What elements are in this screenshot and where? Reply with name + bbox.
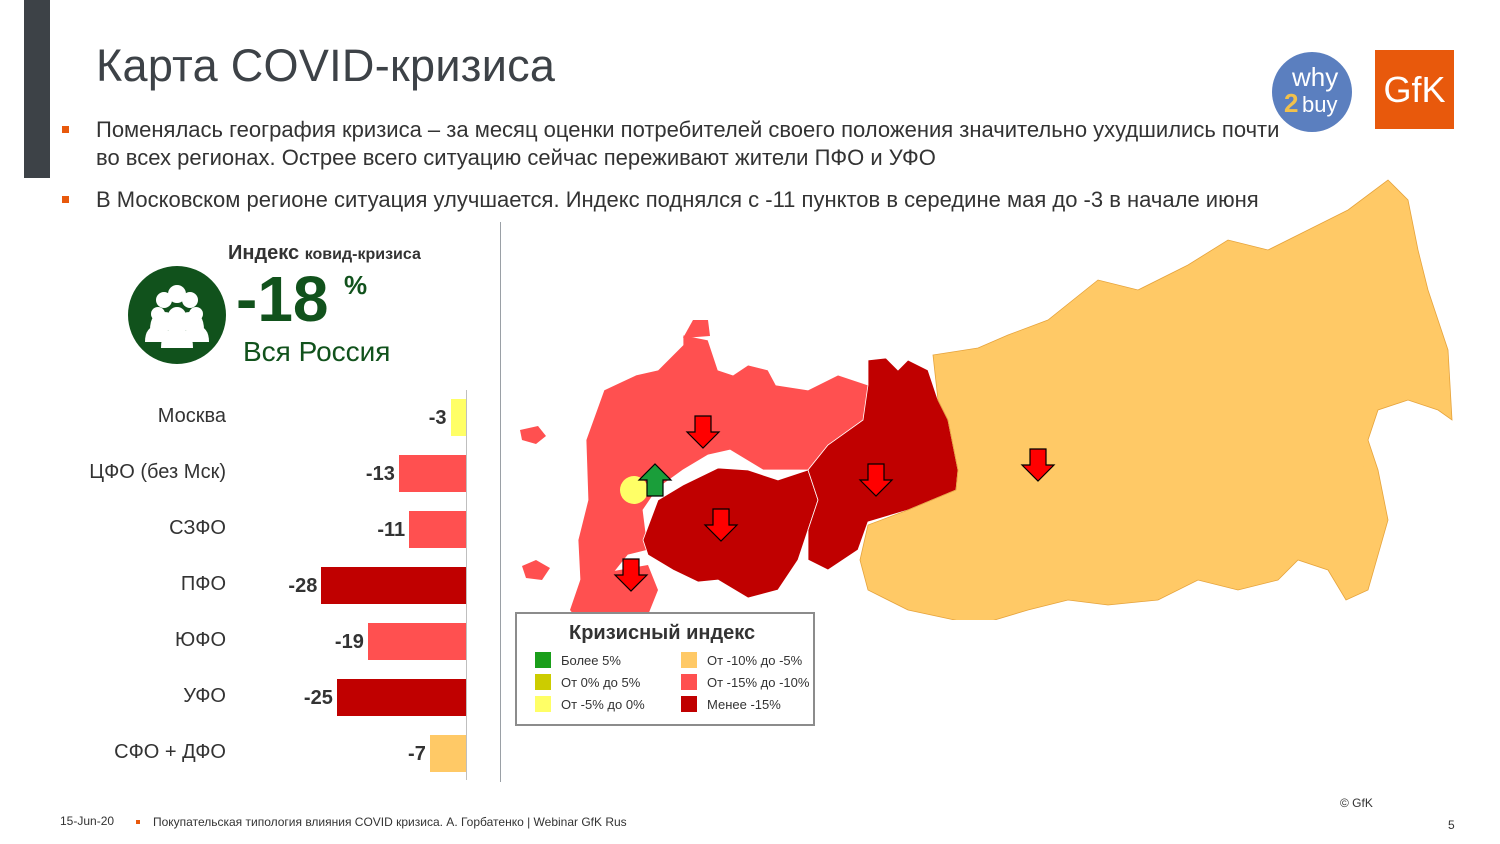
arrow-up-icon [637, 463, 673, 497]
index-caption: Вся Россия [243, 336, 391, 367]
why2buy-logo-number: 2 [1284, 88, 1299, 118]
bullet-marker [62, 126, 69, 133]
copyright: © GfK [1340, 796, 1373, 810]
map-region-pfo [642, 467, 819, 599]
bar [450, 399, 466, 436]
bar [367, 623, 466, 660]
bar-value-label: -3 [428, 407, 447, 429]
why2buy-logo-bottom: buy [1302, 92, 1338, 117]
legend-label: От -15% до -10% [707, 675, 810, 690]
bar-value-label: -28 [288, 575, 318, 597]
bar-category-label: ЦФО (без Мск) [89, 461, 226, 483]
bar [429, 735, 466, 772]
russia-map [508, 170, 1458, 626]
legend-swatch [681, 674, 697, 690]
vertical-divider [500, 222, 501, 782]
arrow-down-icon [858, 463, 894, 497]
bar-category-label: Москва [157, 405, 226, 427]
bullet-text: Поменялась география кризиса – за месяц … [96, 117, 1280, 170]
bar [398, 455, 466, 492]
bar-value-label: -7 [408, 743, 426, 765]
page-title: Карта COVID-кризиса [96, 40, 556, 91]
map-region-sakhalin [1354, 466, 1378, 532]
footer-date: 15-Jun-20 [60, 814, 115, 828]
people-group-svg [145, 285, 209, 348]
map-arrows [613, 415, 1056, 592]
legend-swatch [535, 696, 551, 712]
bullet-text: В Московском регионе ситуация улучшается… [96, 187, 1259, 212]
footer-text: Покупательская типология влияния COVID к… [153, 815, 627, 829]
bar-category-label: УФО [183, 685, 226, 707]
bar [321, 567, 466, 604]
bar [336, 679, 466, 716]
bullet-item: Поменялась география кризиса – за месяц … [62, 116, 1302, 172]
map-region-szfo-island [520, 426, 546, 444]
bar-category-label: СФО + ДФО [114, 741, 226, 763]
map-region-kaliningrad [522, 560, 550, 580]
index-title: Индекс ковид-кризиса [228, 242, 421, 265]
arrow-down-icon [703, 508, 739, 542]
page-number: 5 [1448, 818, 1455, 832]
people-group-icon [128, 266, 226, 364]
legend-label: От -10% до -5% [707, 653, 803, 668]
legend-label: От -5% до 0% [561, 697, 645, 712]
legend-swatch [681, 696, 697, 712]
bullet-marker [62, 196, 69, 203]
arrow-down-icon [613, 558, 649, 592]
bar-value-label: -25 [303, 687, 333, 709]
bullet-item: В Московском регионе ситуация улучшается… [62, 186, 1302, 214]
map-legend: Кризисный индекс Более 5% От 0% до 5% От -… [515, 612, 815, 726]
bar-category-label: ПФО [180, 573, 226, 595]
gfk-logo: GfK [1375, 50, 1454, 129]
map-region-moscow [620, 476, 648, 504]
legend-label: Менее -15% [707, 697, 781, 712]
bar-value-label: -19 [334, 631, 364, 653]
why2buy-logo: why 2 buy [1272, 52, 1352, 132]
bar [409, 511, 466, 548]
bar-value-label: -13 [365, 463, 395, 485]
accent-bar [24, 0, 50, 178]
legend-swatch [535, 674, 551, 690]
bar-chart-axis [466, 390, 467, 780]
legend-title: Кризисный индекс [569, 622, 756, 644]
bar-category-label: СЗФО [169, 517, 226, 539]
map-region-sfo-dfo [859, 179, 1453, 626]
bullet-list: Поменялась география кризиса – за месяц … [62, 116, 1302, 228]
legend-swatch [535, 652, 551, 668]
legend-label: От 0% до 5% [561, 675, 641, 690]
bar-category-label: ЮФО [175, 629, 226, 651]
why2buy-logo-top: why [1292, 62, 1339, 92]
map-region-szfo-islands-north [683, 320, 710, 338]
bar-value-label: -11 [377, 519, 406, 541]
index-title-small: ковид-кризиса [304, 246, 421, 263]
footer-separator [136, 820, 140, 824]
arrow-down-icon [685, 415, 721, 449]
russia-map-svg [520, 179, 1453, 626]
legend-label: Более 5% [561, 653, 621, 668]
index-value: -18 [236, 263, 329, 335]
legend-swatch [681, 652, 697, 668]
index-unit: % [344, 270, 368, 300]
arrow-down-icon [1020, 448, 1056, 482]
index-title-bold: Индекс [228, 242, 300, 264]
